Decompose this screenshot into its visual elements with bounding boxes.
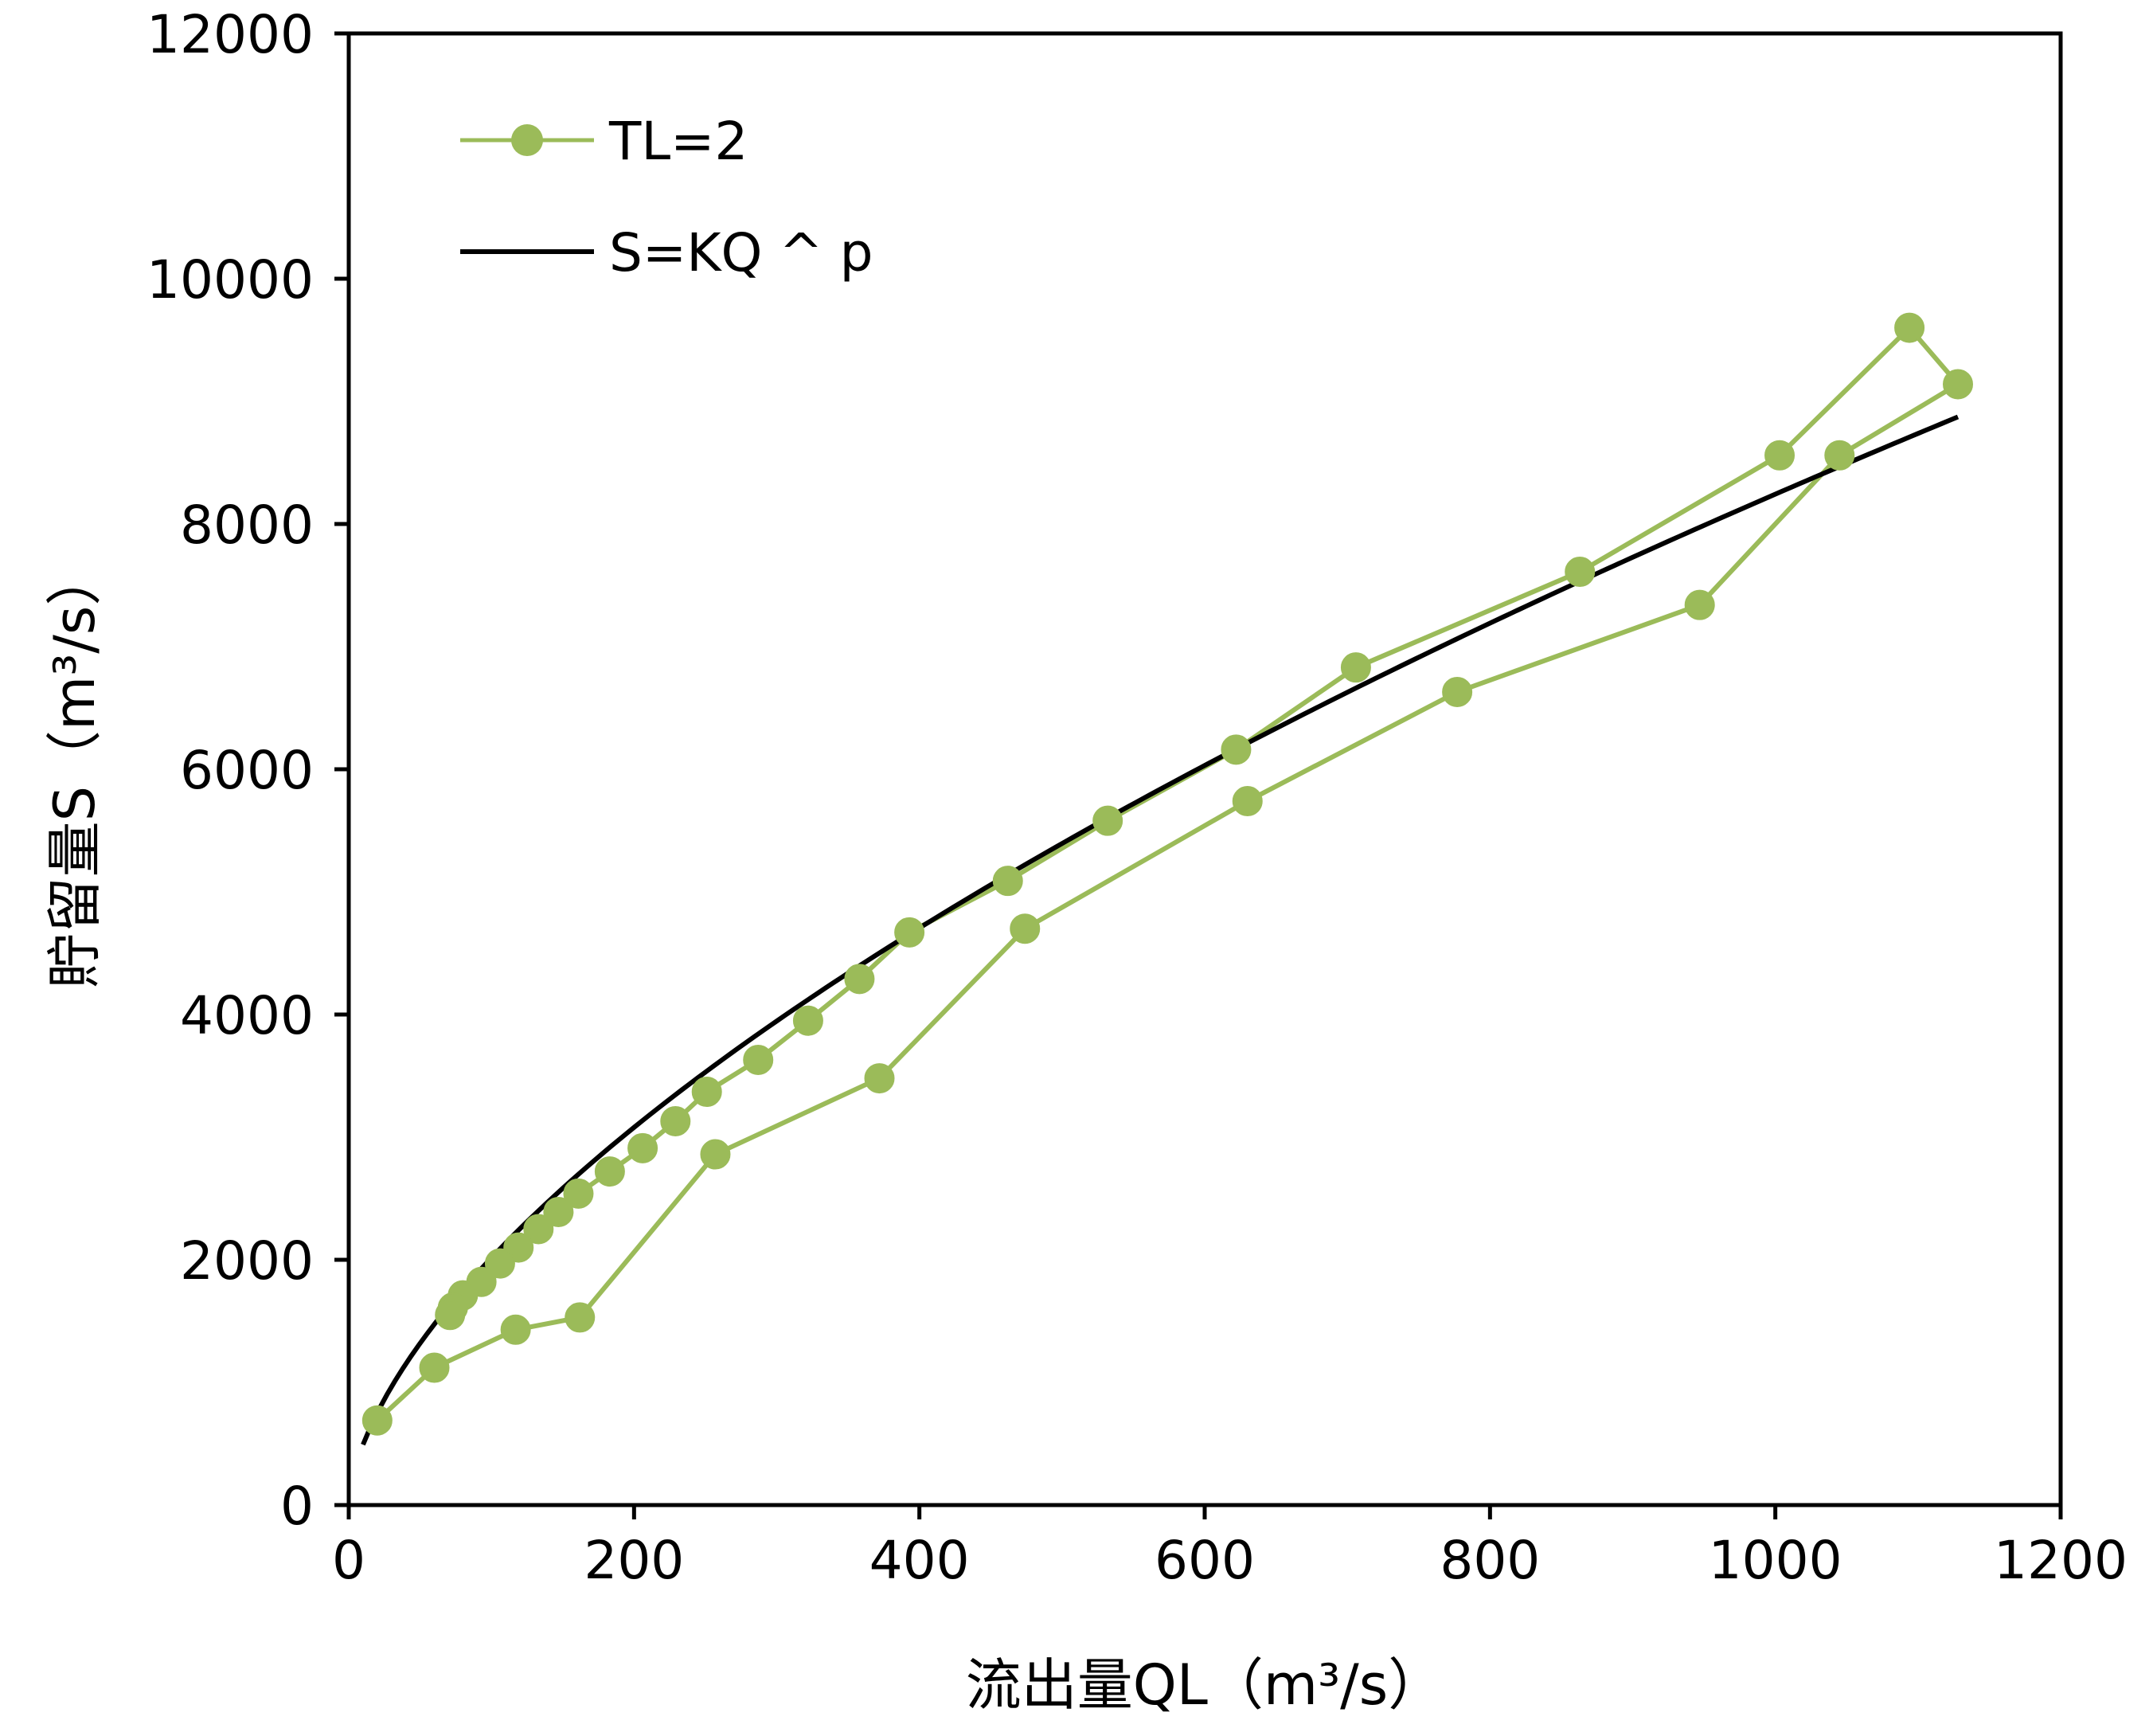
y-tick-label: 6000 bbox=[180, 740, 314, 801]
data-point-tl2 bbox=[660, 1105, 691, 1136]
series-layer bbox=[361, 312, 1973, 1446]
data-point-tl2 bbox=[1221, 734, 1252, 765]
x-tick-label: 800 bbox=[1440, 1530, 1540, 1591]
y-tick-label: 4000 bbox=[180, 985, 314, 1046]
y-axis-ticks: 0 2000 4000 6000 8000 10000 12000 bbox=[147, 4, 349, 1537]
x-tick-label: 0 bbox=[332, 1530, 365, 1591]
legend-label-power-fit: S=KQ ^ p bbox=[609, 222, 873, 283]
data-point-tl2 bbox=[894, 917, 925, 948]
data-point-tl2 bbox=[691, 1077, 722, 1108]
data-point-tl2 bbox=[864, 1063, 895, 1094]
series-line-tl2 bbox=[375, 325, 1960, 1422]
data-point-tl2 bbox=[1010, 913, 1041, 944]
data-point-tl2 bbox=[523, 1214, 554, 1245]
data-point-tl2 bbox=[563, 1178, 594, 1209]
legend-label-tl2: TL=2 bbox=[608, 111, 748, 172]
data-point-tl2 bbox=[1894, 312, 1925, 343]
data-point-tl2 bbox=[1340, 652, 1371, 683]
data-point-tl2 bbox=[844, 964, 875, 995]
y-tick-label: 12000 bbox=[147, 4, 314, 65]
data-point-tl2 bbox=[1232, 786, 1263, 817]
y-tick-label: 10000 bbox=[147, 249, 314, 311]
data-point-tl2 bbox=[627, 1132, 658, 1163]
data-point-tl2 bbox=[1824, 440, 1855, 471]
data-point-tl2 bbox=[1565, 557, 1596, 588]
data-point-tl2 bbox=[992, 866, 1023, 897]
x-axis-title: 流出量QL（m³/s） bbox=[966, 1652, 1444, 1718]
legend-marker-tl2 bbox=[511, 124, 543, 156]
data-point-tl2 bbox=[1943, 369, 1973, 400]
y-tick-label: 2000 bbox=[180, 1230, 314, 1292]
data-point-tl2 bbox=[1764, 440, 1795, 471]
data-point-tl2 bbox=[1442, 676, 1473, 707]
data-point-tl2 bbox=[700, 1139, 731, 1170]
y-tick-label: 0 bbox=[280, 1476, 314, 1537]
data-point-tl2 bbox=[743, 1044, 774, 1075]
y-axis-title: 貯留量S（m³/s） bbox=[42, 550, 107, 989]
x-tick-label: 1000 bbox=[1709, 1530, 1842, 1591]
data-point-tl2 bbox=[594, 1156, 625, 1187]
series-line-power-fit bbox=[361, 414, 1960, 1446]
data-point-tl2 bbox=[565, 1302, 596, 1333]
data-point-tl2 bbox=[543, 1196, 574, 1227]
y-tick-label: 8000 bbox=[180, 495, 314, 556]
x-tick-label: 200 bbox=[584, 1530, 684, 1591]
data-point-tl2 bbox=[419, 1352, 450, 1383]
x-axis-ticks: 0 200 400 600 800 1000 1200 bbox=[332, 1505, 2128, 1591]
x-tick-label: 1200 bbox=[1994, 1530, 2128, 1591]
x-tick-label: 600 bbox=[1155, 1530, 1255, 1591]
data-point-tl2 bbox=[1684, 589, 1715, 620]
x-tick-label: 400 bbox=[869, 1530, 970, 1591]
data-point-tl2 bbox=[435, 1300, 466, 1331]
data-point-tl2 bbox=[792, 1005, 823, 1036]
data-point-tl2 bbox=[484, 1248, 515, 1279]
legend: TL=2 S=KQ ^ p bbox=[460, 111, 873, 283]
data-point-tl2 bbox=[361, 1405, 393, 1436]
data-point-tl2 bbox=[500, 1314, 531, 1345]
data-point-tl2 bbox=[1092, 805, 1123, 836]
